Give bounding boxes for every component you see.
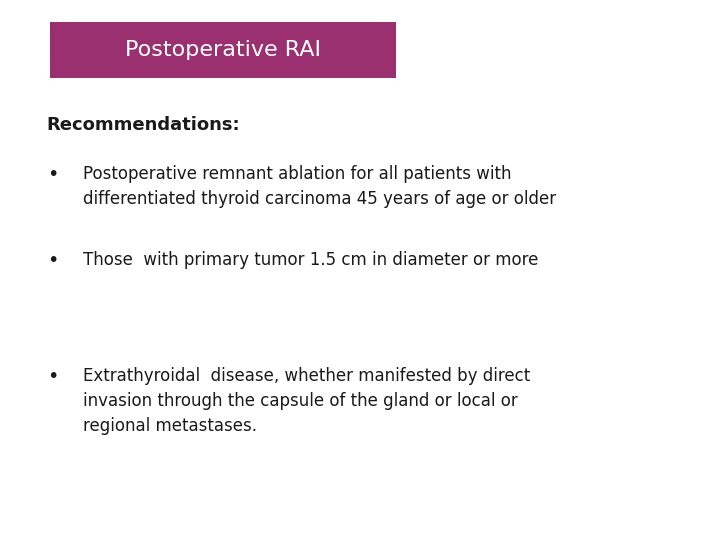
Text: Extrathyroidal  disease, whether manifested by direct
invasion through the capsu: Extrathyroidal disease, whether manifest… <box>83 367 530 435</box>
Text: Postoperative remnant ablation for all patients with
differentiated thyroid carc: Postoperative remnant ablation for all p… <box>83 165 556 208</box>
Text: Those  with primary tumor 1.5 cm in diameter or more: Those with primary tumor 1.5 cm in diame… <box>83 251 538 269</box>
Text: •: • <box>47 165 58 184</box>
Text: Recommendations:: Recommendations: <box>47 116 240 134</box>
Text: •: • <box>47 367 58 386</box>
FancyBboxPatch shape <box>50 22 396 78</box>
Text: Postoperative RAI: Postoperative RAI <box>125 40 321 60</box>
Text: •: • <box>47 251 58 270</box>
